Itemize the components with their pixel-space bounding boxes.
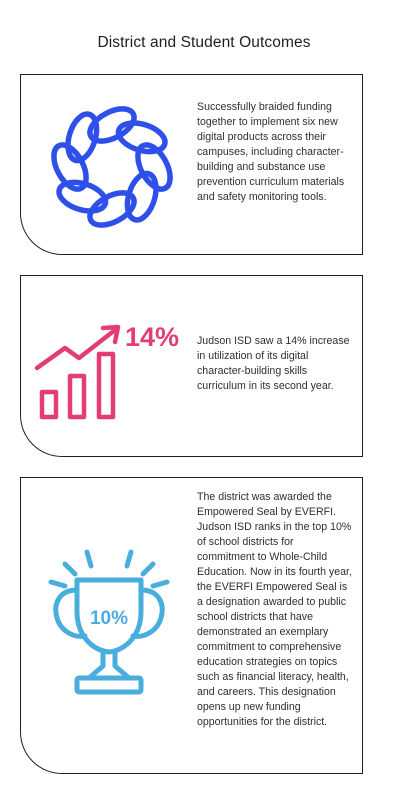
bar-chart-growth-icon: 14% xyxy=(31,320,191,420)
outcome-card-award: 10% The district was awarded the Empower… xyxy=(20,477,363,774)
stat-percentage: 10% xyxy=(90,608,128,629)
page-title: District and Student Outcomes xyxy=(0,34,408,52)
braid-loop xyxy=(115,118,169,157)
outcome-card-utilization: 14% Judson ISD saw a 14% increase in uti… xyxy=(20,275,363,457)
outcome-text: Judson ISD saw a 14% increase in utiliza… xyxy=(197,334,352,394)
outcome-text: The district was awarded the Empowered S… xyxy=(197,490,352,730)
outcome-card-funding: Successfully braided funding together to… xyxy=(20,74,363,255)
braided-ring-icon xyxy=(47,101,177,233)
outcome-text: Successfully braided funding together to… xyxy=(197,100,352,205)
trophy-icon: 10% xyxy=(43,546,175,702)
stat-percentage: 14% xyxy=(125,322,179,352)
